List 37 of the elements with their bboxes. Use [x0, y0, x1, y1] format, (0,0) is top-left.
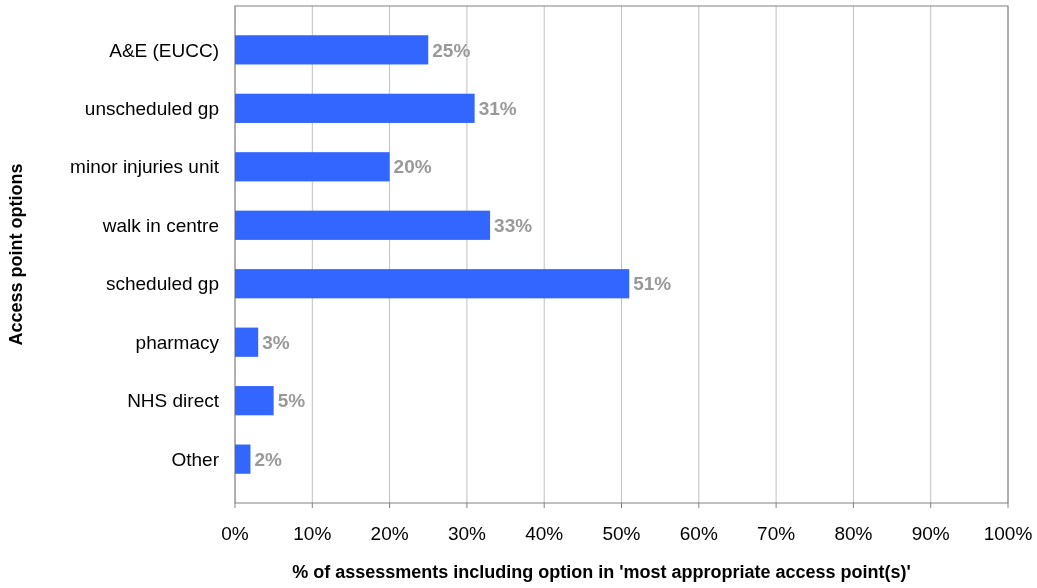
x-tick-label: 0%: [221, 523, 249, 544]
x-tick-label: 60%: [679, 523, 718, 544]
y-tick-label: pharmacy: [135, 331, 220, 353]
data-label: 3%: [262, 331, 290, 353]
x-tick-label: 90%: [911, 523, 950, 544]
x-tick-label: 30%: [447, 523, 487, 544]
x-tick-label: 50%: [602, 523, 641, 544]
y-tick-label: NHS direct: [127, 390, 220, 412]
data-label: 33%: [494, 214, 533, 236]
data-label: 31%: [478, 97, 517, 119]
bar: [235, 93, 475, 123]
data-label: 2%: [254, 448, 283, 470]
x-tick-label: 20%: [370, 523, 409, 544]
bar: [235, 152, 390, 182]
y-tick-label: A&E (EUCC): [109, 39, 219, 61]
bar: [235, 386, 274, 416]
x-tick-label: 80%: [834, 523, 873, 544]
x-tick-label: 10%: [293, 523, 332, 544]
bar: [235, 269, 630, 299]
data-label: 25%: [432, 39, 471, 61]
bar: [235, 35, 429, 65]
data-label: 51%: [633, 273, 672, 295]
y-tick-label: scheduled gp: [105, 273, 219, 295]
bar: [235, 444, 251, 474]
y-tick-label: unscheduled gp: [84, 97, 219, 119]
y-tick-label: Other: [171, 448, 220, 470]
data-label: 20%: [393, 156, 432, 178]
x-axis-title: % of assessments including option in 'most appropriate access point(s)': [292, 562, 911, 582]
x-tick-label: 70%: [757, 523, 796, 544]
data-label: 5%: [277, 390, 306, 412]
bar: [235, 327, 259, 357]
x-tick-label: 100%: [983, 523, 1033, 544]
bar: [235, 210, 491, 240]
y-tick-label: minor injuries unit: [70, 156, 220, 178]
x-tick-label: 40%: [525, 523, 564, 544]
y-tick-label: walk in centre: [101, 214, 219, 236]
y-axis-title: Access point options: [6, 163, 26, 346]
